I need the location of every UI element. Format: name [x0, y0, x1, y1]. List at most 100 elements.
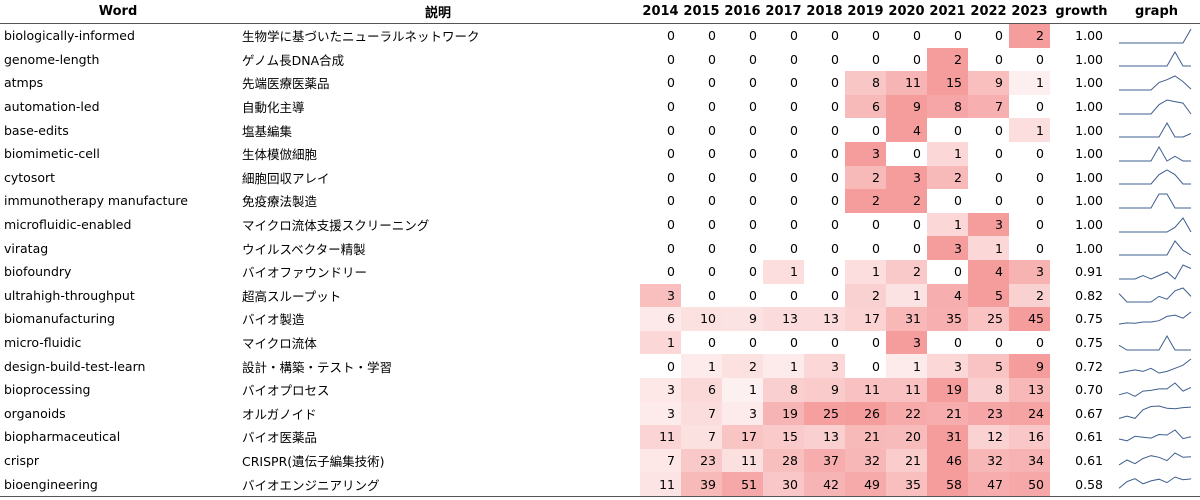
year-count-cell: 0: [831, 240, 839, 256]
table-row[interactable]: organoids オルガノイド 3 7 3 19 25 26 22 21 23 24 0.67: [0, 401, 1200, 426]
sparkline-chart: [1119, 169, 1191, 185]
table-row[interactable]: viratag ウイルスベクター精製 0 0 0 0 0 0 0 3 1 0 1.00: [0, 236, 1200, 260]
sparkline-line: [1119, 193, 1191, 209]
year-count-cell: 2: [1009, 23, 1050, 48]
header-year[interactable]: 2014: [640, 0, 681, 24]
word-cell: biologically-informed: [4, 28, 135, 44]
word-cell: bioengineering: [0, 472, 236, 497]
year-count-cell: 6: [845, 94, 886, 119]
header-year[interactable]: 2015: [681, 0, 722, 24]
year-count-cell: 0: [872, 217, 880, 233]
table-row[interactable]: biofoundry バイオファウンドリー 0 0 0 1 0 1 2 0 4 3 0.91: [0, 259, 1200, 284]
header-year[interactable]: 2016: [722, 0, 763, 24]
year-count-cell: 0: [749, 51, 757, 67]
sparkline-cell: [1113, 213, 1200, 237]
table-row[interactable]: automation-led 自動化主導 0 0 0 0 0 6 9 8 7 0 1.00: [0, 94, 1200, 119]
year-count-cell: 23: [681, 448, 722, 473]
sparkline-cell: [1113, 331, 1200, 355]
year-count-cell: 9: [804, 377, 845, 402]
year-count-cell: 0: [954, 264, 962, 280]
header-year[interactable]: 2021: [927, 0, 968, 24]
sparkline-cell: [1113, 284, 1200, 308]
sparkline-chart: [1119, 240, 1192, 256]
header-year[interactable]: 2017: [763, 0, 804, 24]
sparkline-chart: [1118, 476, 1192, 489]
year-count-cell: 11: [640, 472, 681, 497]
description-cell: ウイルスベクター精製: [242, 241, 366, 257]
year-count-cell: 1: [845, 259, 886, 284]
header-growth[interactable]: growth: [1050, 0, 1113, 24]
year-count-cell: 0: [667, 193, 675, 209]
year-count-cell: 0: [667, 51, 675, 67]
sparkline-line: [1118, 287, 1192, 303]
header-graph[interactable]: graph: [1113, 0, 1200, 24]
sparkline-cell: [1113, 449, 1200, 473]
table-row[interactable]: cytosort 細胞回収アレイ 0 0 0 0 0 2 3 2 0 0 1.00: [0, 165, 1200, 190]
year-count-cell: 0: [831, 335, 839, 351]
year-count-cell: 0: [831, 122, 839, 138]
table-row[interactable]: biomanufacturing バイオ製造 6 10 9 13 13 17 31 35 25 45 0…: [0, 307, 1200, 331]
sparkline-line: [1118, 405, 1192, 420]
description-cell: バイオファウンドリー: [242, 265, 368, 281]
description-cell: 生物学に基づいたニューラルネットワーク: [242, 29, 480, 45]
table-row[interactable]: biomimetic-cell 生体模倣細胞 0 0 0 0 0 3 0 1 0 0 1.00: [0, 141, 1200, 166]
header-year[interactable]: 2022: [968, 0, 1009, 24]
sparkline-chart: [1118, 311, 1192, 325]
sparkline-chart: [1119, 28, 1192, 44]
year-count-cell: 8: [968, 377, 1009, 402]
table-row[interactable]: microfluidic-enabled マイクロ流体支援スクリーニング 0 0 0 0 0…: [0, 212, 1200, 237]
table-row[interactable]: base-edits 塩基編集 0 0 0 0 0 0 4 0 0 1 1.00: [0, 118, 1200, 142]
growth-cell: 0.91: [1075, 264, 1103, 280]
year-count-cell: 13: [804, 307, 845, 331]
description-cell: バイオ医薬品: [242, 430, 318, 446]
year-count-cell: 0: [831, 146, 839, 162]
table-row[interactable]: crispr CRISPR(遺伝子編集技術) 7 23 11 28 37 32 21 46 32 34…: [0, 448, 1200, 473]
word-cell: automation-led: [4, 99, 100, 115]
year-count-cell: 2: [886, 189, 927, 213]
year-count-cell: 7: [968, 94, 1009, 119]
table-row[interactable]: design-build-test-learn 設計・構築・テスト・学習 0 1 2 1 3…: [0, 354, 1200, 378]
table-row[interactable]: micro-fluidic マイクロ流体 1 0 0 0 0 0 3 0 0 0 0.75: [0, 330, 1200, 355]
table-row[interactable]: immunotherapy manufacture 免疫療法製造 0 0 0 0 0 2 2 0 0…: [0, 189, 1200, 213]
year-count-cell: 0: [790, 28, 798, 44]
year-count-cell: 3: [722, 401, 763, 426]
header-year[interactable]: 2018: [804, 0, 845, 24]
sparkline-line: [1118, 429, 1192, 442]
header-word[interactable]: Word: [0, 0, 236, 24]
table-row[interactable]: biologically-informed 生物学に基づいたニューラルネットワーク…: [0, 23, 1200, 48]
sparkline-cell: [1113, 71, 1200, 95]
year-count-cell: 0: [954, 122, 962, 138]
header-year[interactable]: 2019: [845, 0, 886, 24]
growth-cell: 0.61: [1075, 452, 1103, 468]
table-row[interactable]: ultrahigh-throughput 超高スループット 3 0 0 0 0 2 1 4 5 2 0.…: [0, 283, 1200, 308]
year-count-cell: 0: [790, 217, 798, 233]
year-count-cell: 15: [763, 425, 804, 449]
header-year[interactable]: 2023: [1009, 0, 1050, 24]
year-count-cell: 39: [681, 472, 722, 497]
word-cell: bioprocessing: [4, 382, 91, 398]
year-count-cell: 1: [1009, 118, 1050, 142]
year-count-cell: 0: [667, 217, 675, 233]
year-count-cell: 1: [763, 354, 804, 378]
year-count-cell: 0: [708, 28, 716, 44]
year-count-cell: 0: [831, 217, 839, 233]
year-count-cell: 0: [913, 240, 921, 256]
year-count-cell: 0: [1036, 146, 1044, 162]
table-row[interactable]: atmps 先端医療医薬品 0 0 0 0 0 8 11 15 9 1 1.00: [0, 71, 1200, 95]
header-year[interactable]: 2020: [886, 0, 927, 24]
year-count-cell: 0: [749, 240, 757, 256]
table-row[interactable]: bioengineering バイオエンジニアリング 11 39 51 30 42 49 35 5…: [0, 472, 1200, 497]
year-count-cell: 3: [640, 401, 681, 426]
sparkline-line: [1118, 476, 1192, 489]
year-count-cell: 0: [831, 193, 839, 209]
sparkline-line: [1119, 51, 1191, 67]
year-count-cell: 50: [1009, 472, 1050, 497]
table-row[interactable]: genome-length ゲノム長DNA合成 0 0 0 0 0 0 0 2 0 0 1.00: [0, 47, 1200, 72]
sparkline-chart: [1118, 382, 1192, 397]
table-body: biologically-informed 生物学に基づいたニューラルネットワーク…: [0, 23, 1200, 497]
table-row[interactable]: biopharmaceutical バイオ医薬品 11 7 17 15 13 21 20 31 12…: [0, 425, 1200, 449]
table-row[interactable]: bioprocessing バイオプロセス 3 6 1 8 9 11 11 19 8 13 0.70: [0, 377, 1200, 402]
header-description[interactable]: 説明: [236, 0, 640, 24]
year-count-cell: 0: [667, 28, 675, 44]
